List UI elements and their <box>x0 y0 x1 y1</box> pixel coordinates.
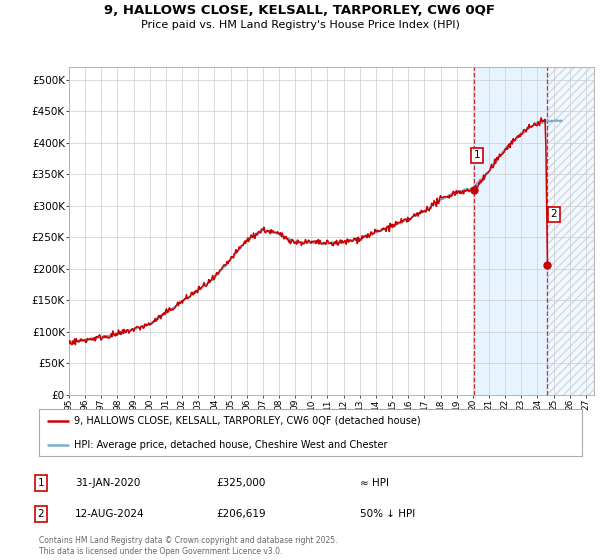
Text: 2: 2 <box>551 209 557 219</box>
Text: HPI: Average price, detached house, Cheshire West and Chester: HPI: Average price, detached house, Ches… <box>74 440 388 450</box>
Text: £325,000: £325,000 <box>216 478 265 488</box>
Text: 50% ↓ HPI: 50% ↓ HPI <box>360 509 415 519</box>
Text: 31-JAN-2020: 31-JAN-2020 <box>75 478 140 488</box>
Text: 9, HALLOWS CLOSE, KELSALL, TARPORLEY, CW6 0QF: 9, HALLOWS CLOSE, KELSALL, TARPORLEY, CW… <box>104 4 496 17</box>
Text: 12-AUG-2024: 12-AUG-2024 <box>75 509 145 519</box>
Text: 9, HALLOWS CLOSE, KELSALL, TARPORLEY, CW6 0QF (detached house): 9, HALLOWS CLOSE, KELSALL, TARPORLEY, CW… <box>74 416 421 426</box>
Text: Price paid vs. HM Land Registry's House Price Index (HPI): Price paid vs. HM Land Registry's House … <box>140 20 460 30</box>
Text: 1: 1 <box>474 151 481 160</box>
Text: £206,619: £206,619 <box>216 509 266 519</box>
Text: 2: 2 <box>37 509 44 519</box>
Text: Contains HM Land Registry data © Crown copyright and database right 2025.
This d: Contains HM Land Registry data © Crown c… <box>39 536 337 556</box>
Text: ≈ HPI: ≈ HPI <box>360 478 389 488</box>
Text: 1: 1 <box>37 478 44 488</box>
